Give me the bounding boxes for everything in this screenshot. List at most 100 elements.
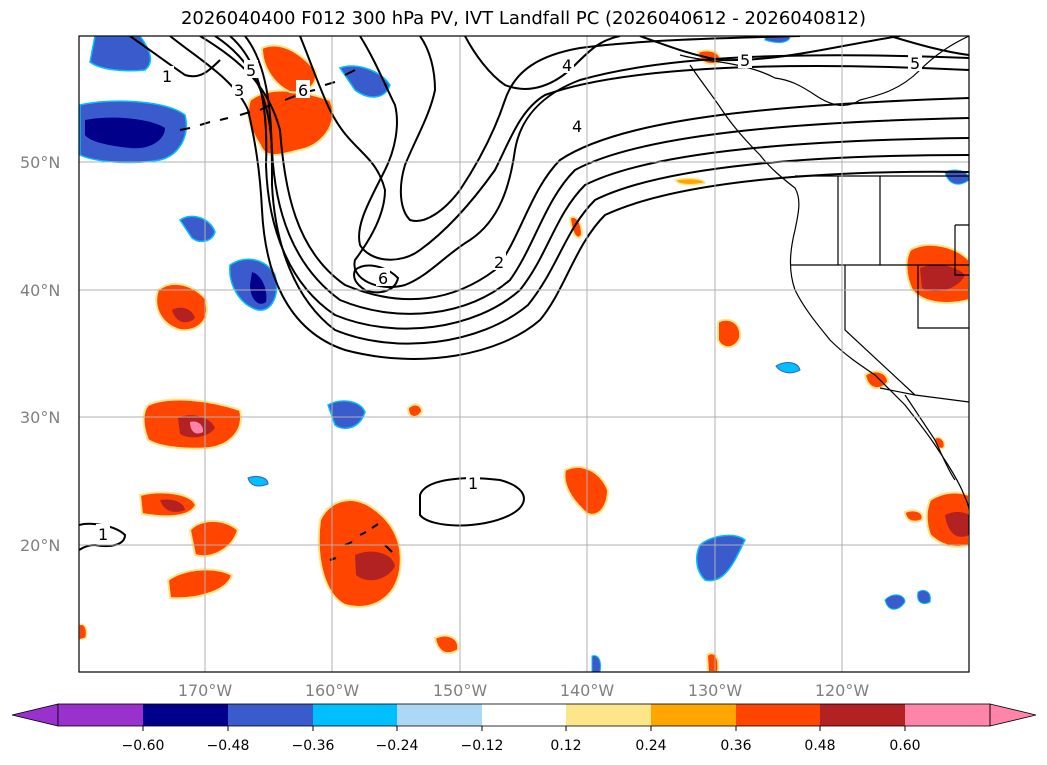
colorbar-tick-label: −0.36 (292, 738, 335, 754)
blob-neg (695, 534, 746, 582)
contour-label: 6 (378, 269, 388, 288)
lat-label: 50°N (20, 153, 60, 172)
blob-neg (775, 362, 801, 374)
map-border (78, 35, 970, 673)
lon-label: 150°W (433, 681, 488, 700)
colorbar-tick-label: −0.60 (122, 738, 165, 754)
colorbar-tick-label: 0.36 (720, 738, 751, 754)
colorbar-high-extend (989, 703, 1037, 727)
blob-pos (717, 318, 742, 349)
colorbar-segment (143, 704, 228, 726)
colorbar: −0.60 −0.48 −0.36 −0.24 −0.12 0.12 0.24 … (11, 703, 1037, 754)
pv-contour (419, 477, 525, 527)
blob-pos (406, 403, 424, 418)
colorbar-segment (820, 704, 905, 726)
contour-labels: 1 3 5 6 4 5 5 4 6 2 1 1 (96, 50, 922, 544)
pv-contour (464, 36, 621, 90)
negative-anomalies (79, 36, 969, 672)
colorbar-tick-label: −0.12 (461, 738, 504, 754)
blob-neg (327, 400, 366, 429)
blob-neg (884, 594, 906, 610)
colorbar-segment (397, 704, 482, 726)
contour-label: 6 (298, 81, 308, 100)
blob-pos-core (160, 499, 185, 512)
longitude-labels: 170°W 160°W 150°W 140°W 130°W 120°W (178, 681, 870, 700)
pv-contour (358, 36, 969, 261)
blob-neg (591, 655, 601, 672)
blob-pos (433, 634, 460, 655)
contour-label: 5 (740, 51, 750, 70)
blob-pos-core (172, 307, 195, 323)
hawaii-islands (329, 523, 393, 561)
contour-label: 1 (468, 474, 478, 493)
lat-label: 20°N (20, 536, 60, 555)
colorbar-segment (482, 704, 566, 726)
blob-pos (673, 177, 706, 186)
lon-label: 130°W (688, 681, 743, 700)
pv-contour (199, 36, 969, 301)
pv-contour (129, 36, 221, 78)
state-border (917, 265, 969, 329)
blob-pos (166, 568, 234, 600)
colorbar-segment (228, 704, 313, 726)
blob-neg-core (85, 117, 165, 149)
contour-label: 4 (562, 56, 572, 75)
colorbar-tick-label: 0.24 (635, 738, 666, 754)
gridlines (79, 36, 969, 672)
pv-contour (889, 36, 969, 56)
lon-label: 140°W (560, 681, 615, 700)
pv-contour (229, 36, 969, 330)
colorbar-tick-label: −0.48 (207, 738, 250, 754)
contour-label: 1 (162, 67, 172, 86)
contour-label: 1 (98, 525, 108, 544)
blob-neg-core (250, 272, 267, 304)
pv-contour (299, 36, 969, 288)
pv-contour (639, 36, 901, 62)
blob-pos-core (355, 551, 395, 581)
latitude-labels: 50°N 40°N 30°N 20°N (20, 153, 60, 555)
blob-neg (178, 215, 216, 243)
blob-neg (944, 169, 969, 185)
blob-pos-core (920, 264, 965, 292)
blob-neg (338, 65, 391, 98)
blob-neg (247, 475, 269, 487)
colorbar-tick-label: 0.60 (889, 738, 920, 754)
colorbar-segment (651, 704, 736, 726)
contour-label: 3 (234, 81, 244, 100)
blob-pos (188, 520, 240, 558)
lat-label: 40°N (20, 281, 60, 300)
lon-label: 120°W (815, 681, 870, 700)
coastline-baja (904, 394, 956, 481)
lat-label: 30°N (20, 408, 60, 427)
colorbar-segment (736, 704, 820, 726)
map-area: 1 3 5 6 4 5 5 4 6 2 1 1 (79, 36, 969, 672)
blob-pos (705, 652, 720, 672)
map-title: 2026040400 F012 300 hPa PV, IVT Landfall… (180, 8, 867, 29)
colorbar-segment (566, 704, 651, 726)
blob-pos-pink (190, 421, 204, 434)
state-border (844, 265, 916, 396)
colorbar-tick-label: 0.12 (550, 738, 581, 754)
blob-neg (917, 589, 931, 605)
colorbar-segment (58, 704, 143, 726)
colorbar-tick-label: 0.48 (804, 738, 835, 754)
colorbar-segment (313, 704, 397, 726)
contour-label: 5 (910, 54, 920, 73)
pv-contour (353, 264, 400, 294)
colorbar-segment (905, 704, 990, 726)
blob-pos (563, 465, 610, 516)
lon-label: 170°W (178, 681, 233, 700)
state-border (954, 224, 969, 276)
blob-pos (863, 370, 890, 390)
blob-pos-core (945, 511, 969, 537)
colorbar-tick-label: −0.24 (376, 738, 419, 754)
blob-pos (903, 509, 924, 523)
contour-label: 5 (246, 61, 256, 80)
contour-label: 4 (572, 117, 582, 136)
lon-label: 160°W (305, 681, 360, 700)
blob-pos (79, 623, 88, 641)
blob-neg (89, 36, 152, 72)
pv-contour (244, 36, 969, 345)
contour-label: 2 (494, 253, 504, 272)
